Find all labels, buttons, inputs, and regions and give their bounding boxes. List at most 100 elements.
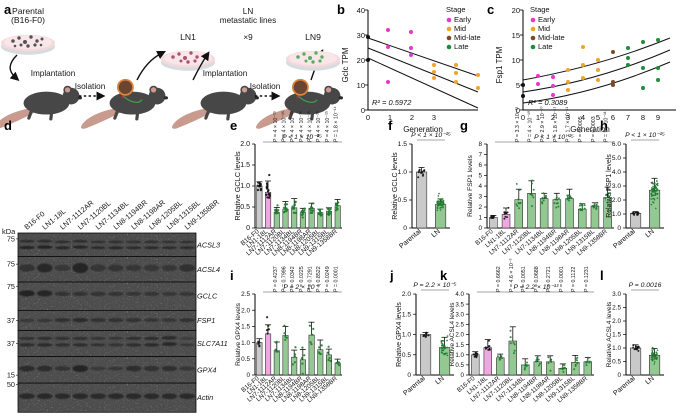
svg-text:×9: ×9 — [243, 33, 253, 42]
svg-text:Stage: Stage — [446, 5, 466, 14]
svg-text:LN: LN — [644, 375, 655, 386]
svg-text:0: 0 — [478, 225, 482, 232]
svg-text:LN1: LN1 — [180, 32, 196, 42]
svg-text:2.0: 2.0 — [612, 318, 621, 325]
svg-text:1.5: 1.5 — [612, 332, 621, 339]
svg-text:Implantation: Implantation — [31, 69, 76, 78]
svg-text:37: 37 — [7, 316, 15, 325]
svg-text:6.0: 6.0 — [612, 141, 621, 148]
svg-text:3.0: 3.0 — [612, 183, 621, 190]
svg-text:Relative FSP1 levels: Relative FSP1 levels — [467, 154, 474, 216]
svg-text:0: 0 — [617, 372, 621, 379]
svg-text:P = 1.8 × 10⁻¹⁴: P = 1.8 × 10⁻¹⁴ — [334, 106, 340, 142]
svg-text:Relative FSP1 levels: Relative FSP1 levels — [606, 154, 613, 218]
svg-text:Relative GPX4 levels: Relative GPX4 levels — [235, 302, 242, 365]
svg-text:5.0: 5.0 — [612, 155, 621, 162]
svg-text:1.0: 1.0 — [455, 352, 464, 359]
svg-text:Late: Late — [454, 42, 469, 51]
svg-text:3.0: 3.0 — [612, 291, 621, 298]
svg-text:2.0: 2.0 — [455, 332, 464, 339]
svg-text:P < 1 × 10⁻¹⁵: P < 1 × 10⁻¹⁵ — [625, 132, 665, 139]
svg-text:0: 0 — [407, 372, 411, 379]
svg-text:P = 0.0016: P = 0.0016 — [629, 282, 662, 289]
svg-text:Late: Late — [538, 42, 553, 51]
svg-text:2: 2 — [478, 204, 482, 211]
svg-text:6: 6 — [478, 162, 482, 169]
svg-text:(B16-F0): (B16-F0) — [11, 15, 45, 25]
svg-text:2.0: 2.0 — [612, 197, 621, 204]
svg-text:P = 0.0005: P = 0.0005 — [578, 116, 584, 142]
svg-text:Gclc TPM: Gclc TPM — [341, 47, 350, 82]
svg-text:5: 5 — [516, 81, 520, 90]
svg-text:1: 1 — [478, 215, 482, 222]
svg-text:P = 0.0003: P = 0.0003 — [591, 116, 597, 142]
svg-text:0: 0 — [461, 372, 465, 379]
svg-text:P = 0.4237: P = 0.4237 — [273, 266, 279, 292]
svg-text:P = 2.2 × 10⁻¹³: P = 2.2 × 10⁻¹³ — [514, 284, 560, 291]
svg-text:10: 10 — [512, 56, 520, 65]
svg-text:P = 4 × 10⁻¹⁰: P = 4 × 10⁻¹⁰ — [527, 111, 533, 142]
svg-text:0.5: 0.5 — [402, 352, 411, 359]
svg-text:P = 3.3 × 10⁻¹¹: P = 3.3 × 10⁻¹¹ — [515, 107, 521, 142]
svg-text:Parental: Parental — [612, 228, 637, 250]
svg-text:P = 0.0249: P = 0.0249 — [325, 266, 331, 292]
svg-text:1.0: 1.0 — [241, 340, 250, 347]
svg-text:Isolation: Isolation — [250, 82, 281, 91]
svg-text:3.0: 3.0 — [455, 312, 464, 319]
svg-text:Mid-late: Mid-late — [454, 33, 481, 42]
svg-text:75: 75 — [7, 282, 15, 291]
svg-text:Relative ACSL4 levels: Relative ACSL4 levels — [606, 301, 613, 367]
svg-text:ACSL4: ACSL4 — [196, 265, 220, 274]
svg-text:Actin: Actin — [196, 393, 213, 402]
svg-text:GPX4: GPX4 — [197, 365, 216, 374]
svg-text:Mid-late: Mid-late — [538, 33, 565, 42]
svg-text:P = 0.0001: P = 0.0001 — [334, 266, 340, 292]
svg-text:2.0: 2.0 — [402, 291, 411, 298]
svg-text:Mid: Mid — [454, 24, 466, 33]
svg-text:2.0: 2.0 — [240, 141, 250, 148]
svg-text:0.5: 0.5 — [455, 362, 464, 369]
svg-text:0: 0 — [403, 225, 407, 232]
svg-text:P = 0.1122: P = 0.1122 — [571, 267, 577, 292]
svg-text:P = 0.6662: P = 0.6662 — [496, 266, 502, 292]
svg-text:0.5: 0.5 — [612, 359, 621, 366]
svg-text:10: 10 — [357, 81, 365, 90]
svg-text:30: 30 — [357, 31, 365, 40]
svg-text:0: 0 — [246, 372, 250, 379]
svg-text:75: 75 — [7, 234, 15, 243]
svg-text:4.0: 4.0 — [455, 291, 464, 298]
svg-text:R² = 0.5972: R² = 0.5972 — [372, 98, 412, 107]
svg-text:FSP1: FSP1 — [197, 316, 215, 325]
svg-text:1.5: 1.5 — [455, 342, 464, 349]
svg-text:Relative ACSL4 levels: Relative ACSL4 levels — [449, 302, 456, 367]
svg-text:P = 4 × 10⁻¹⁵: P = 4 × 10⁻¹⁵ — [325, 111, 331, 142]
svg-text:0.5: 0.5 — [241, 356, 250, 363]
svg-text:Parental: Parental — [612, 375, 637, 397]
svg-text:metastatic lines: metastatic lines — [220, 16, 276, 25]
svg-text:Stage: Stage — [530, 5, 550, 14]
svg-text:P = 2 × 10⁻⁷: P = 2 × 10⁻⁷ — [283, 284, 321, 291]
svg-text:1.0: 1.0 — [612, 211, 621, 218]
svg-text:15: 15 — [512, 31, 520, 40]
svg-text:3: 3 — [478, 194, 482, 201]
svg-text:4: 4 — [478, 183, 482, 190]
svg-text:Relative GCLC levels: Relative GCLC levels — [233, 151, 242, 221]
svg-text:GCLC: GCLC — [197, 292, 218, 301]
svg-text:5: 5 — [478, 173, 482, 180]
svg-text:LN: LN — [243, 7, 254, 16]
svg-text:1.0: 1.0 — [402, 332, 411, 339]
svg-text:1.5: 1.5 — [402, 312, 411, 319]
svg-text:P < 1 × 10⁻¹⁵: P < 1 × 10⁻¹⁵ — [411, 132, 451, 139]
svg-text:1.5: 1.5 — [398, 141, 408, 148]
svg-text:3.5: 3.5 — [455, 301, 464, 308]
svg-text:0: 0 — [361, 106, 365, 115]
svg-text:2.0: 2.0 — [241, 307, 250, 314]
svg-text:2.5: 2.5 — [455, 322, 464, 329]
svg-text:8: 8 — [478, 141, 482, 148]
svg-text:LN: LN — [430, 228, 441, 239]
svg-text:15: 15 — [7, 371, 15, 380]
svg-text:ACSL3: ACSL3 — [196, 240, 220, 249]
svg-text:Isolation: Isolation — [75, 82, 106, 91]
svg-text:Early: Early — [538, 15, 555, 24]
svg-text:20: 20 — [512, 6, 520, 15]
